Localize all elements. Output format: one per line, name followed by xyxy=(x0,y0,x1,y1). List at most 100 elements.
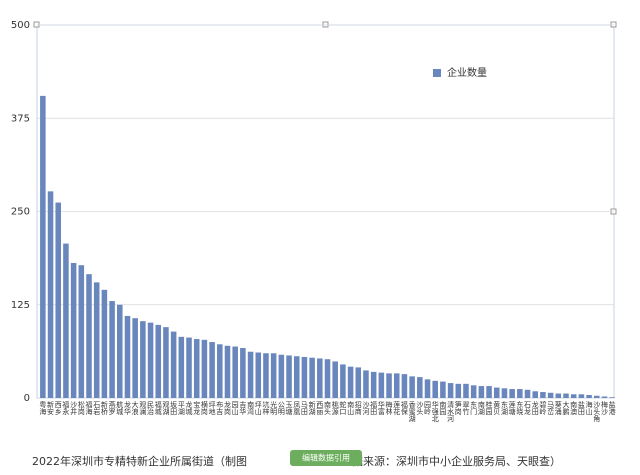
chart-subtitle: 据来源：深圳市中小企业服务局、天眼查） xyxy=(352,454,561,468)
bar xyxy=(55,202,62,398)
x-tick-label: 莲花 xyxy=(393,400,401,416)
x-tick-label: 福海 xyxy=(85,400,93,416)
bar xyxy=(193,339,200,398)
x-tick-label: 黄贝 xyxy=(493,400,501,416)
x-tick-label: 吉华 xyxy=(239,401,247,416)
handle xyxy=(610,21,617,28)
x-tick-label: 新安 xyxy=(47,400,55,416)
bar xyxy=(278,354,285,398)
bar xyxy=(540,392,546,398)
bar xyxy=(578,394,585,398)
bar xyxy=(370,371,377,398)
x-tick-label: 公明 xyxy=(277,401,285,416)
bar xyxy=(593,395,600,398)
bar xyxy=(217,344,223,398)
x-tick-label: 招商 xyxy=(354,400,362,416)
bar xyxy=(101,289,108,398)
bar xyxy=(70,262,77,398)
bar xyxy=(517,389,523,398)
bar xyxy=(186,337,192,398)
bar xyxy=(124,315,131,398)
x-tick-label: 龙华 xyxy=(123,400,131,416)
bar xyxy=(570,394,577,398)
bar xyxy=(463,383,469,398)
bar xyxy=(317,358,323,398)
bar xyxy=(424,379,431,398)
x-tick-label: 新桥 xyxy=(100,400,108,416)
legend-swatch xyxy=(433,69,441,77)
bar xyxy=(78,265,85,398)
bar xyxy=(363,370,369,398)
x-tick-label: 海山 xyxy=(585,400,593,416)
bar xyxy=(601,396,608,398)
y-tick-label: 375 xyxy=(11,113,30,124)
bar xyxy=(486,386,492,398)
bar xyxy=(40,95,46,399)
bar xyxy=(409,376,415,398)
x-tick-label: 南湖 xyxy=(477,400,485,416)
bar xyxy=(109,301,115,398)
x-tick-label: 莲塘 xyxy=(508,400,516,416)
x-tick-label: 马峦 xyxy=(547,401,555,415)
x-tick-label: 南山 xyxy=(347,400,355,416)
bar xyxy=(524,389,531,398)
x-tick-label: 龙岗 xyxy=(223,400,231,415)
bar xyxy=(132,318,138,398)
bar xyxy=(232,346,238,398)
x-tick-label: 清水河 xyxy=(447,400,455,422)
x-tick-label: 东湖 xyxy=(500,400,508,416)
x-tick-label: 南澳 xyxy=(570,400,578,416)
x-tick-label: 南头 xyxy=(324,400,332,416)
chart-title: 2022年深圳市专精特新企业所属街道（制图 xyxy=(32,454,247,468)
x-tick-label: 南湾 xyxy=(247,400,255,416)
x-tick-label: 松岗 xyxy=(77,400,85,415)
bar xyxy=(586,395,592,398)
x-tick-label: 桃源 xyxy=(331,400,339,416)
bar xyxy=(63,243,69,398)
x-tick-label: 马田 xyxy=(300,401,308,416)
bar xyxy=(155,324,162,398)
x-tick-label: 桂园 xyxy=(485,400,493,416)
x-tick-label: 宝龙 xyxy=(193,400,201,416)
x-tick-label: 石岩 xyxy=(93,401,101,416)
bar xyxy=(147,322,154,398)
handle xyxy=(33,21,40,28)
bar xyxy=(563,393,569,398)
edit-button-label[interactable]: 编辑数据引用 xyxy=(302,453,350,463)
bar xyxy=(447,383,454,398)
x-tick-label: 东晓 xyxy=(516,400,524,416)
x-tick-label: 石龙 xyxy=(524,401,532,416)
x-tick-label: 东门 xyxy=(470,400,478,416)
x-tick-label: 观湖 xyxy=(162,401,170,416)
bar xyxy=(532,391,538,398)
x-tick-label: 蛇口 xyxy=(339,400,347,415)
bar xyxy=(93,282,100,398)
handle xyxy=(322,21,329,28)
bar xyxy=(355,367,362,398)
bar xyxy=(386,373,392,398)
bar xyxy=(340,364,346,398)
x-tick-label: 盐田 xyxy=(577,400,585,416)
bar xyxy=(293,356,300,398)
x-tick-label: 碧岭 xyxy=(539,400,547,416)
x-tick-label: 梅林 xyxy=(385,400,393,416)
x-tick-label: 大浪 xyxy=(131,400,139,416)
y-tick-label: 0 xyxy=(24,393,30,404)
x-tick-label: 沙头角 xyxy=(593,401,601,423)
x-tick-label: 西丽 xyxy=(316,401,324,416)
bar xyxy=(401,374,408,398)
bar xyxy=(309,357,315,398)
x-tick-label: 华强北 xyxy=(431,400,439,423)
y-tick-label: 500 xyxy=(11,20,30,31)
bar xyxy=(163,327,169,398)
edit-button[interactable] xyxy=(290,450,362,466)
x-tick-label: 沙井 xyxy=(70,401,78,416)
x-tick-label: 笋岗 xyxy=(454,400,462,415)
bar xyxy=(286,355,292,398)
bar xyxy=(140,321,146,398)
bar xyxy=(347,366,354,398)
x-tick-label: 坑梓 xyxy=(262,400,270,416)
bar xyxy=(47,191,54,398)
x-tick-label: 布吉 xyxy=(216,400,224,416)
